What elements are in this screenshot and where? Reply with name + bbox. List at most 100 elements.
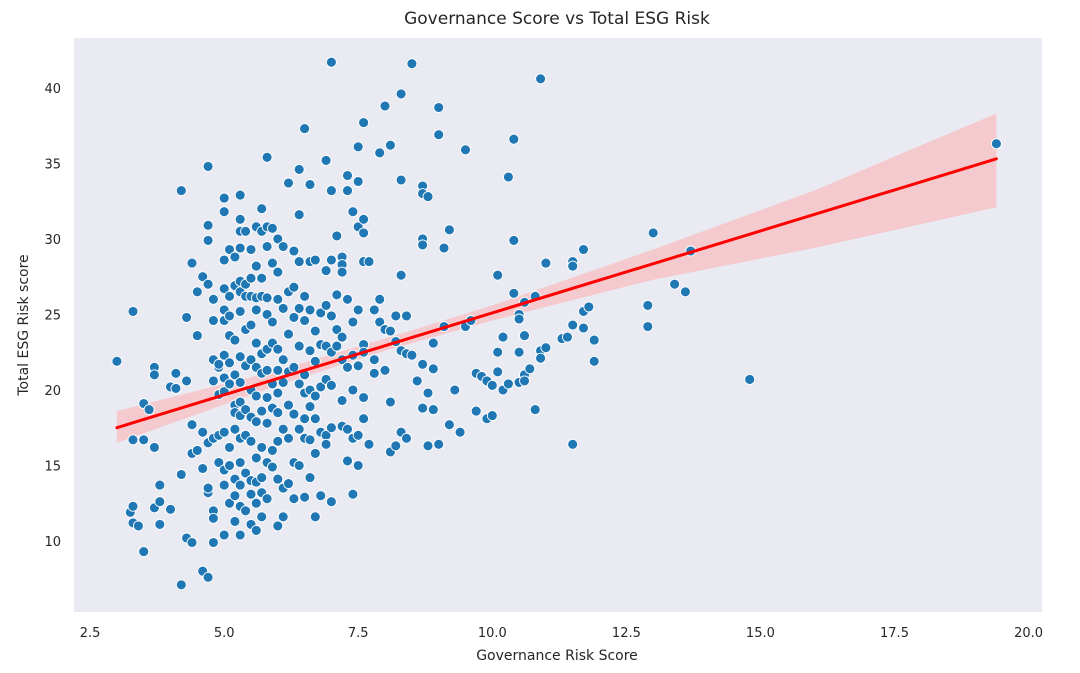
data-point (390, 310, 402, 322)
data-point (266, 222, 278, 234)
data-point (583, 301, 595, 313)
data-point (524, 363, 536, 375)
data-point (422, 191, 434, 203)
data-point (460, 144, 471, 156)
data-point (288, 281, 300, 293)
data-point (175, 579, 187, 591)
data-point (229, 515, 241, 527)
data-point (207, 375, 219, 387)
data-point (293, 209, 305, 221)
data-point (240, 404, 252, 416)
data-point (315, 307, 327, 319)
data-point (234, 529, 246, 541)
data-point (245, 354, 257, 366)
data-point (266, 444, 278, 456)
data-point (229, 423, 241, 435)
data-point (288, 311, 300, 323)
data-point (336, 331, 348, 343)
data-point (207, 537, 219, 548)
data-point (347, 316, 359, 328)
data-point (293, 460, 305, 471)
data-point (175, 185, 187, 197)
data-point (578, 244, 589, 255)
data-point (218, 254, 230, 266)
data-point (272, 520, 284, 532)
data-point (342, 423, 353, 435)
data-point (320, 265, 332, 277)
data-point (325, 310, 337, 322)
x-tick-label: 7.5 (348, 626, 369, 641)
data-point (990, 138, 1002, 150)
x-tick-label: 15.0 (746, 626, 775, 641)
data-point (272, 343, 284, 355)
data-point (363, 438, 375, 450)
data-point (417, 239, 429, 251)
data-point (443, 419, 455, 431)
data-point (502, 171, 514, 183)
data-point (304, 472, 316, 484)
data-point (379, 364, 391, 376)
data-point (277, 423, 289, 435)
data-point (283, 399, 294, 411)
data-point (202, 160, 214, 172)
data-point (309, 413, 321, 425)
data-point (266, 316, 278, 328)
data-point (427, 404, 439, 416)
data-point (224, 497, 235, 509)
data-point (261, 392, 273, 403)
data-point (336, 395, 348, 406)
data-point (191, 330, 203, 342)
data-point (250, 416, 262, 428)
regression-line (115, 157, 998, 430)
data-point (438, 242, 450, 254)
data-point (347, 488, 359, 500)
data-point (352, 176, 364, 187)
data-point (309, 325, 321, 337)
data-point (197, 463, 209, 474)
data-point (261, 417, 273, 429)
data-point (529, 404, 541, 416)
data-point (213, 358, 225, 370)
data-point (283, 478, 294, 490)
data-point (224, 357, 235, 369)
chart-title: Governance Score vs Total ESG Risk (404, 9, 710, 29)
data-point (508, 133, 520, 145)
data-point (250, 390, 262, 402)
data-point (186, 537, 198, 548)
data-point (240, 225, 252, 237)
data-point (234, 305, 246, 317)
x-tick-label: 2.5 (80, 626, 101, 641)
data-point (647, 227, 659, 239)
data-point (143, 404, 155, 416)
data-point (309, 511, 321, 523)
data-point (256, 272, 268, 284)
data-point (234, 351, 246, 363)
data-point (272, 435, 284, 447)
data-point (417, 402, 429, 414)
data-point (272, 233, 284, 245)
data-point (127, 500, 139, 512)
data-point (358, 392, 370, 403)
data-point (315, 381, 327, 393)
data-point (272, 364, 284, 376)
data-point (336, 266, 348, 278)
data-point (325, 379, 337, 391)
data-point (261, 151, 273, 163)
data-point (320, 154, 332, 166)
data-point (277, 354, 289, 366)
data-point (272, 387, 284, 399)
data-point (224, 290, 235, 302)
data-point (224, 460, 235, 471)
data-point (256, 472, 268, 484)
data-point (395, 88, 407, 100)
data-point (358, 117, 370, 129)
data-point (325, 422, 337, 434)
data-point (309, 390, 321, 402)
data-point (352, 304, 364, 316)
data-point (175, 469, 187, 480)
data-point (250, 304, 262, 316)
data-point (588, 334, 600, 346)
data-point (283, 328, 294, 340)
data-point (256, 405, 268, 417)
data-point (449, 384, 461, 396)
